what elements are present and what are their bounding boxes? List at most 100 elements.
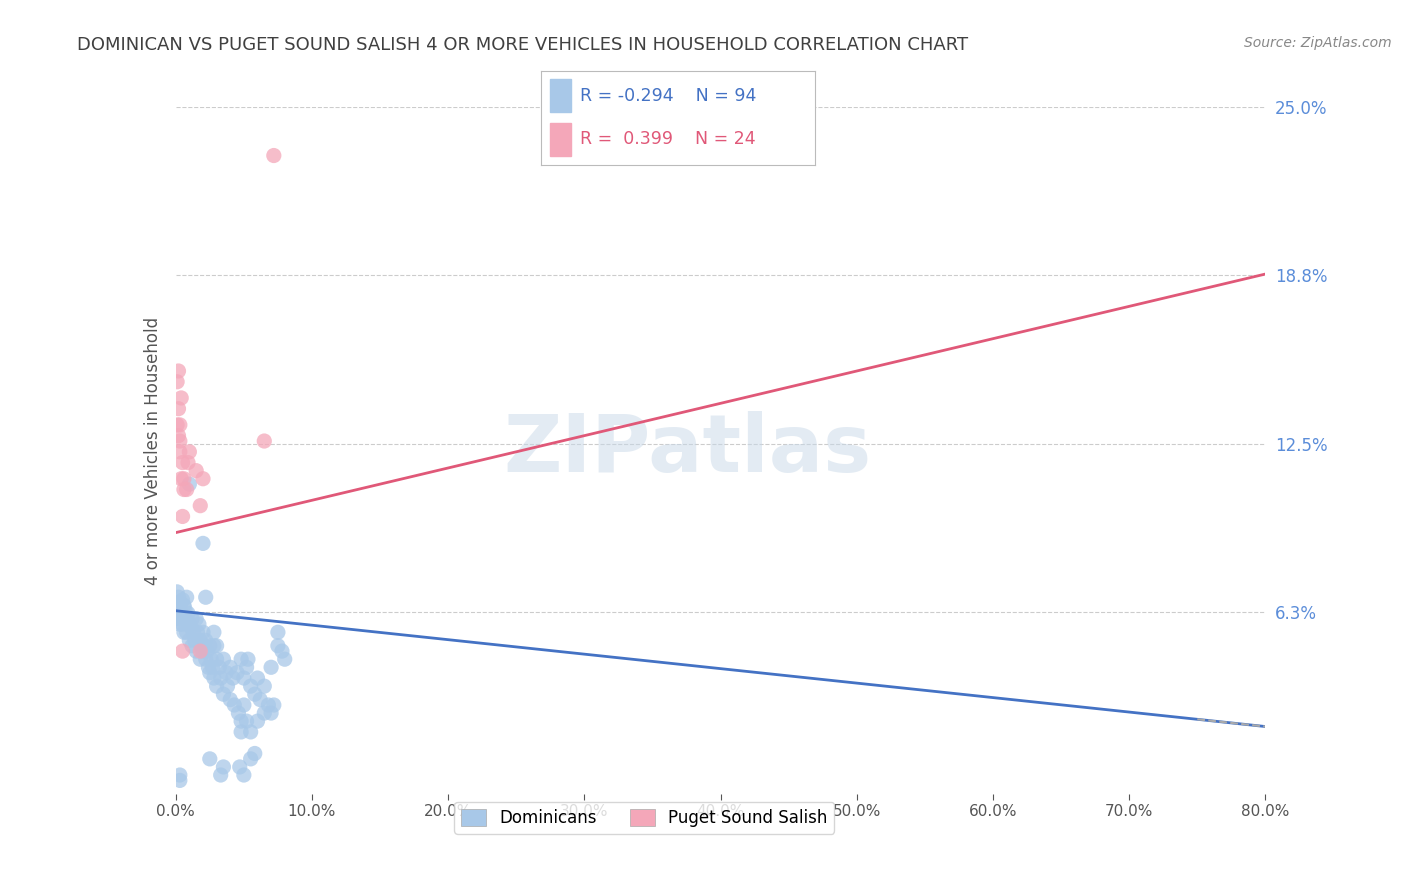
Point [198, 752, 221, 766]
Point [257, 698, 280, 712]
Point [169, 773, 191, 788]
Point [167, 364, 190, 378]
Point [188, 499, 211, 513]
Point [224, 698, 246, 712]
Point [243, 747, 266, 761]
Point [170, 391, 193, 405]
Point [172, 617, 194, 632]
Point [191, 536, 214, 550]
Bar [550, 123, 571, 156]
Point [177, 607, 200, 621]
Point [169, 617, 191, 632]
Point [231, 714, 253, 728]
Point [253, 706, 276, 720]
Point [166, 375, 188, 389]
Point [167, 428, 190, 442]
Point [249, 692, 271, 706]
Point [200, 652, 222, 666]
Point [235, 660, 257, 674]
Point [246, 671, 269, 685]
Point [202, 639, 225, 653]
Point [271, 644, 294, 658]
Point [191, 625, 214, 640]
Point [173, 625, 195, 640]
Point [231, 725, 253, 739]
Point [239, 752, 262, 766]
Point [173, 472, 195, 486]
Point [226, 665, 249, 680]
Point [176, 591, 198, 605]
Point [232, 671, 254, 685]
Text: DOMINICAN VS PUGET SOUND SALISH 4 OR MORE VEHICLES IN HOUSEHOLD CORRELATION CHAR: DOMINICAN VS PUGET SOUND SALISH 4 OR MOR… [77, 36, 969, 54]
Point [215, 665, 238, 680]
Point [260, 660, 283, 674]
Point [217, 679, 239, 693]
Point [174, 612, 197, 626]
Point [263, 148, 285, 162]
Point [193, 639, 215, 653]
Text: Source: ZipAtlas.com: Source: ZipAtlas.com [1244, 36, 1392, 50]
Text: R = -0.294    N = 94: R = -0.294 N = 94 [579, 87, 756, 104]
Point [212, 687, 235, 701]
Point [201, 660, 224, 674]
Point [166, 417, 188, 432]
Point [205, 639, 228, 653]
Point [166, 604, 188, 618]
Point [179, 445, 201, 459]
Point [169, 768, 191, 782]
Bar [550, 78, 571, 112]
Text: ZIPatlas: ZIPatlas [503, 411, 872, 490]
Point [212, 652, 235, 666]
Point [170, 472, 193, 486]
Point [188, 652, 211, 666]
Point [209, 768, 232, 782]
Point [186, 464, 208, 478]
Point [232, 768, 254, 782]
Legend: Dominicans, Puget Sound Salish: Dominicans, Puget Sound Salish [454, 802, 834, 834]
Point [167, 591, 190, 605]
Point [166, 604, 188, 618]
Point [235, 714, 257, 728]
Point [167, 612, 190, 626]
Point [243, 687, 266, 701]
Point [169, 599, 191, 613]
Point [236, 652, 259, 666]
Point [176, 483, 198, 497]
Point [187, 617, 209, 632]
Point [195, 644, 218, 658]
Point [169, 445, 191, 459]
Point [232, 698, 254, 712]
Point [239, 679, 262, 693]
Point [188, 644, 211, 658]
Point [198, 639, 221, 653]
Point [173, 599, 195, 613]
Point [191, 644, 214, 658]
Point [181, 639, 204, 653]
Point [208, 660, 231, 674]
Point [169, 434, 191, 448]
Point [173, 483, 195, 497]
Point [231, 652, 253, 666]
Point [267, 625, 290, 640]
Point [183, 625, 205, 640]
Point [191, 472, 214, 486]
Point [267, 639, 290, 653]
Point [186, 625, 209, 640]
Point [170, 607, 193, 621]
Point [202, 625, 225, 640]
Point [179, 617, 201, 632]
Point [184, 633, 207, 648]
Point [188, 633, 211, 648]
Point [212, 760, 235, 774]
Point [190, 639, 212, 653]
Point [172, 456, 194, 470]
Point [194, 591, 217, 605]
Point [219, 660, 242, 674]
Point [198, 665, 221, 680]
Point [253, 434, 276, 448]
Point [179, 633, 201, 648]
Point [166, 585, 188, 599]
Point [246, 714, 269, 728]
Point [177, 456, 200, 470]
Point [176, 625, 198, 640]
